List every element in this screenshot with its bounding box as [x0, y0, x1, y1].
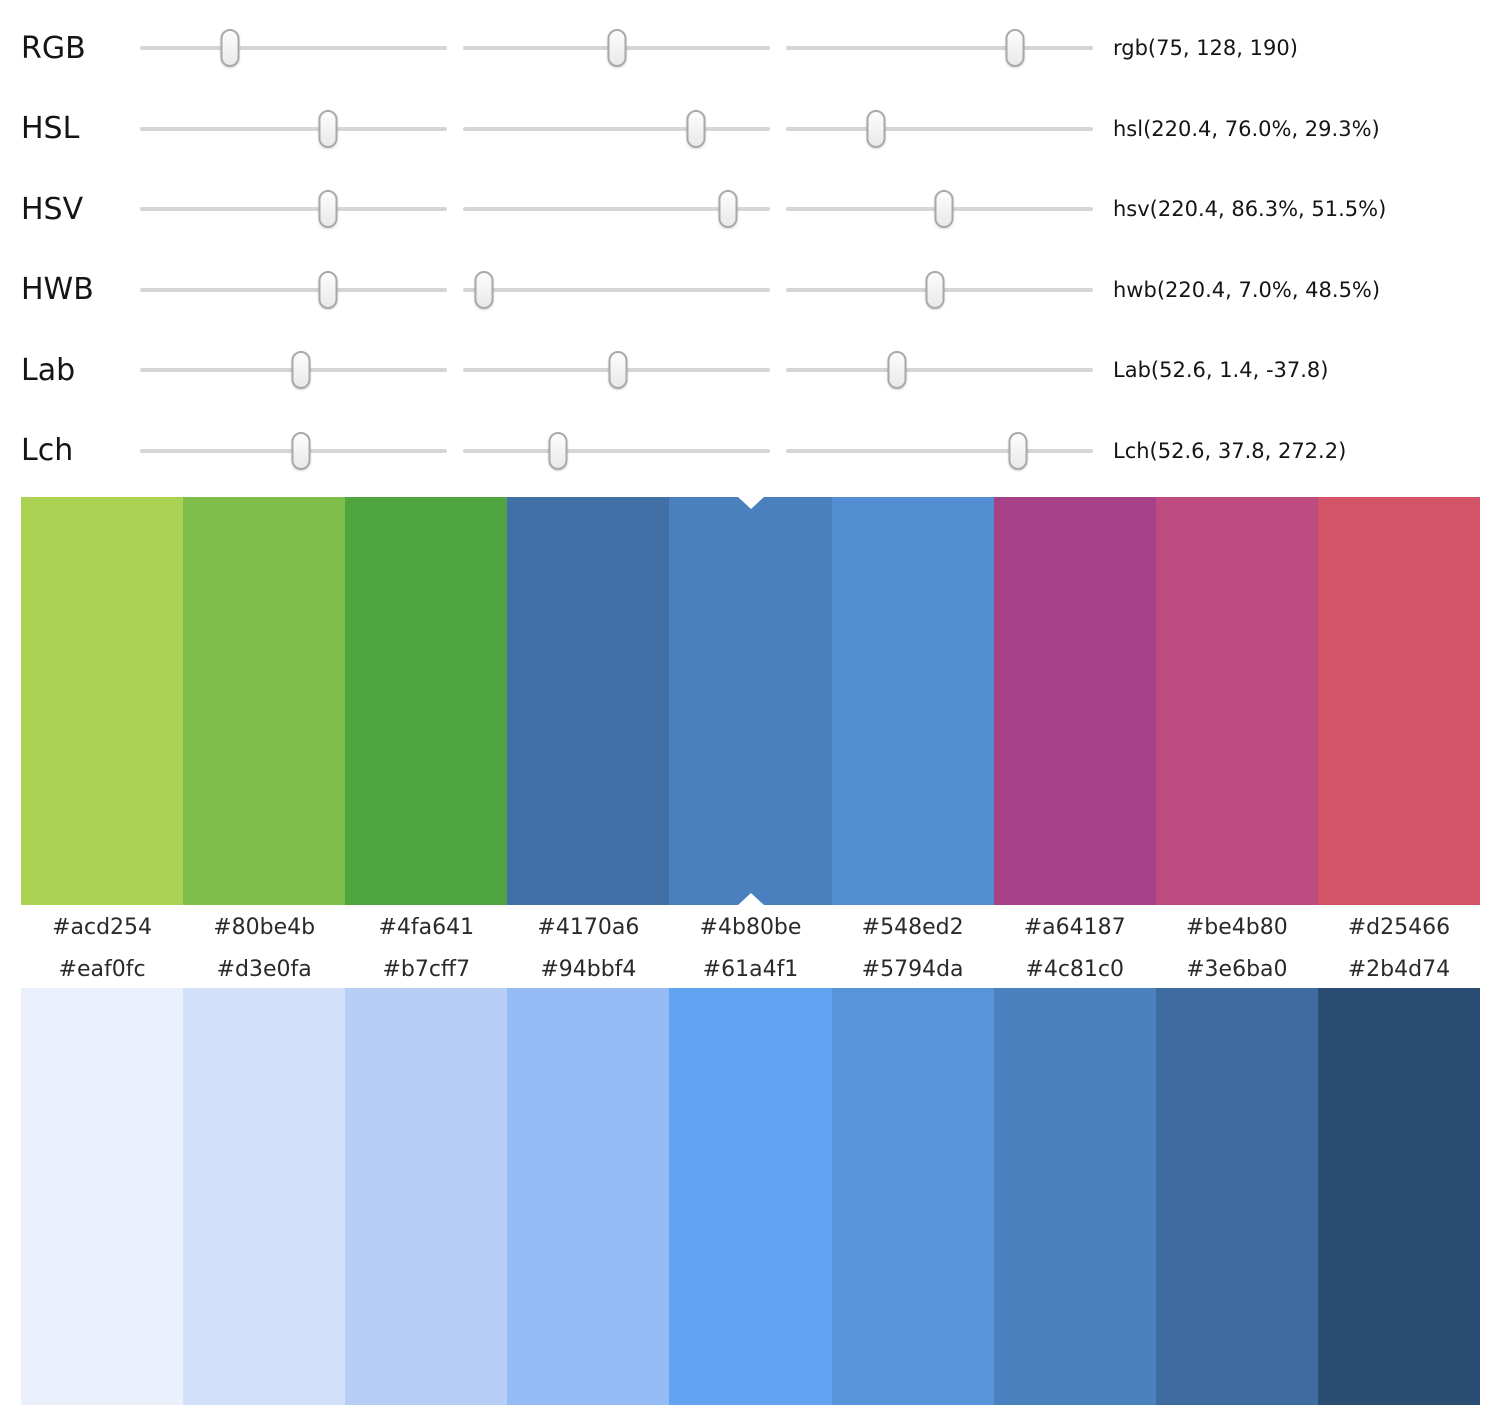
hsv-s-slider-track[interactable]: [463, 190, 770, 229]
scale-swatch[interactable]: [345, 988, 508, 1405]
hex-label: #b7cff7: [382, 957, 471, 982]
rgb-r-slider-track[interactable]: [140, 29, 447, 68]
lch-l-slider-track[interactable]: [140, 431, 447, 470]
scale-swatch[interactable]: [993, 988, 1156, 1405]
palette-swatch[interactable]: [183, 497, 346, 905]
rgb-g-slider-thumb[interactable]: [607, 29, 627, 68]
hex-label: #61a4f1: [702, 957, 799, 982]
colorspace-value-lch: Lch(52.6, 37.8, 272.2): [1113, 438, 1347, 463]
hwb-b-slider-track[interactable]: [786, 270, 1093, 309]
lab-b-slider-thumb[interactable]: [887, 351, 907, 390]
scale-swatch[interactable]: [507, 988, 670, 1405]
slider-row-rgb: RGB rgb(75, 128, 190): [21, 8, 1480, 89]
scale-swatch[interactable]: [183, 988, 346, 1405]
hex-label: #eaf0fc: [58, 957, 146, 982]
hex-label: #d3e0fa: [216, 957, 312, 982]
colorspace-value-hsl: hsl(220.4, 76.0%, 29.3%): [1113, 116, 1380, 141]
scale-swatch[interactable]: [1317, 988, 1480, 1405]
slider-panel: RGB rgb(75, 128, 190) HSL hsl(220: [21, 0, 1480, 491]
palette-hex-labels: #acd254 #80be4b #4fa641 #4170a6 #4b80be …: [21, 905, 1480, 951]
slider-row-lab: Lab Lab(52.6, 1.4, -37.8): [21, 330, 1480, 411]
colorspace-label-hwb: HWB: [21, 272, 94, 308]
hsl-h-slider-track[interactable]: [140, 109, 447, 148]
hex-label: #3e6ba0: [1186, 957, 1288, 982]
lch-l-slider-thumb[interactable]: [291, 431, 311, 470]
lab-a-slider-thumb[interactable]: [608, 351, 628, 390]
colorspace-value-hwb: hwb(220.4, 7.0%, 48.5%): [1113, 277, 1381, 302]
palette-swatch[interactable]: [669, 497, 832, 905]
hex-label: #d25466: [1347, 915, 1451, 940]
selection-marker-bottom-icon: [737, 893, 764, 905]
colorspace-label-hsv: HSV: [21, 191, 84, 227]
lch-c-slider-track[interactable]: [463, 431, 770, 470]
rgb-g-slider-track[interactable]: [463, 29, 770, 68]
hwb-b-slider-thumb[interactable]: [925, 270, 945, 309]
hsl-l-slider-thumb[interactable]: [866, 109, 886, 148]
hsv-s-slider-thumb[interactable]: [718, 190, 738, 229]
palette-swatch[interactable]: [507, 497, 670, 905]
hex-label: #5794da: [861, 957, 964, 982]
selection-marker-top-icon: [737, 497, 764, 509]
lab-a-slider-track[interactable]: [463, 351, 770, 390]
hsl-l-slider-track[interactable]: [786, 109, 1093, 148]
hex-label: #80be4b: [213, 915, 316, 940]
slider-row-hsv: HSV hsv(220.4, 86.3%, 51.5%): [21, 169, 1480, 250]
scale-swatch[interactable]: [21, 988, 184, 1405]
colorspace-value-hsv: hsv(220.4, 86.3%, 51.5%): [1113, 197, 1387, 222]
colorspace-label-lab: Lab: [21, 352, 76, 388]
lab-b-slider-track[interactable]: [786, 351, 1093, 390]
slider-row-hsl: HSL hsl(220.4, 76.0%, 29.3%): [21, 89, 1480, 170]
hwb-h-slider-track[interactable]: [140, 270, 447, 309]
lch-c-slider-thumb[interactable]: [548, 431, 568, 470]
slider-row-hwb: HWB hwb(220.4, 7.0%, 48.5%): [21, 250, 1480, 331]
hsl-h-slider-thumb[interactable]: [318, 109, 338, 148]
hex-label: #acd254: [52, 915, 153, 940]
lab-l-slider-thumb[interactable]: [291, 351, 311, 390]
hex-label: #4fa641: [378, 915, 475, 940]
palette-swatch[interactable]: [21, 497, 184, 905]
hex-label: #94bbf4: [540, 957, 637, 982]
slider-row-lch: Lch Lch(52.6, 37.8, 272.2): [21, 411, 1480, 492]
hwb-w-slider-thumb[interactable]: [474, 270, 494, 309]
hex-label: #2b4d74: [1347, 957, 1451, 982]
hex-label: #be4b80: [1185, 915, 1288, 940]
colorspace-label-hsl: HSL: [21, 111, 80, 147]
scale-hex-labels: #eaf0fc #d3e0fa #b7cff7 #94bbf4 #61a4f1 …: [21, 951, 1480, 988]
lch-h-slider-thumb[interactable]: [1008, 431, 1028, 470]
hsv-h-slider-thumb[interactable]: [318, 190, 338, 229]
hsv-h-slider-track[interactable]: [140, 190, 447, 229]
color-palette: [21, 497, 1480, 905]
hsl-s-slider-track[interactable]: [463, 109, 770, 148]
colorspace-value-rgb: rgb(75, 128, 190): [1113, 36, 1298, 61]
scale-swatch[interactable]: [1155, 988, 1318, 1405]
hwb-h-slider-thumb[interactable]: [318, 270, 338, 309]
colorspace-label-lch: Lch: [21, 433, 74, 469]
palette-swatch[interactable]: [1155, 497, 1318, 905]
scale-swatch[interactable]: [831, 988, 994, 1405]
hex-label: #a64187: [1023, 915, 1126, 940]
palette-swatch[interactable]: [993, 497, 1156, 905]
hex-label: #4b80be: [699, 915, 802, 940]
lab-l-slider-track[interactable]: [140, 351, 447, 390]
hwb-w-slider-track[interactable]: [463, 270, 770, 309]
palette-swatch[interactable]: [831, 497, 994, 905]
scale-swatch[interactable]: [669, 988, 832, 1405]
hex-label: #548ed2: [861, 915, 964, 940]
colorspace-label-rgb: RGB: [21, 30, 86, 66]
rgb-b-slider-track[interactable]: [786, 29, 1093, 68]
hex-label: #4170a6: [537, 915, 640, 940]
rgb-r-slider-thumb[interactable]: [220, 29, 240, 68]
hex-label: #4c81c0: [1025, 957, 1125, 982]
hsl-s-slider-thumb[interactable]: [686, 109, 706, 148]
palette-swatch[interactable]: [345, 497, 508, 905]
lch-h-slider-track[interactable]: [786, 431, 1093, 470]
lightness-scale: [21, 988, 1480, 1405]
palette-swatch[interactable]: [1317, 497, 1480, 905]
rgb-b-slider-thumb[interactable]: [1005, 29, 1025, 68]
hsv-v-slider-thumb[interactable]: [934, 190, 954, 229]
hsv-v-slider-track[interactable]: [786, 190, 1093, 229]
colorspace-value-lab: Lab(52.6, 1.4, -37.8): [1113, 358, 1329, 383]
